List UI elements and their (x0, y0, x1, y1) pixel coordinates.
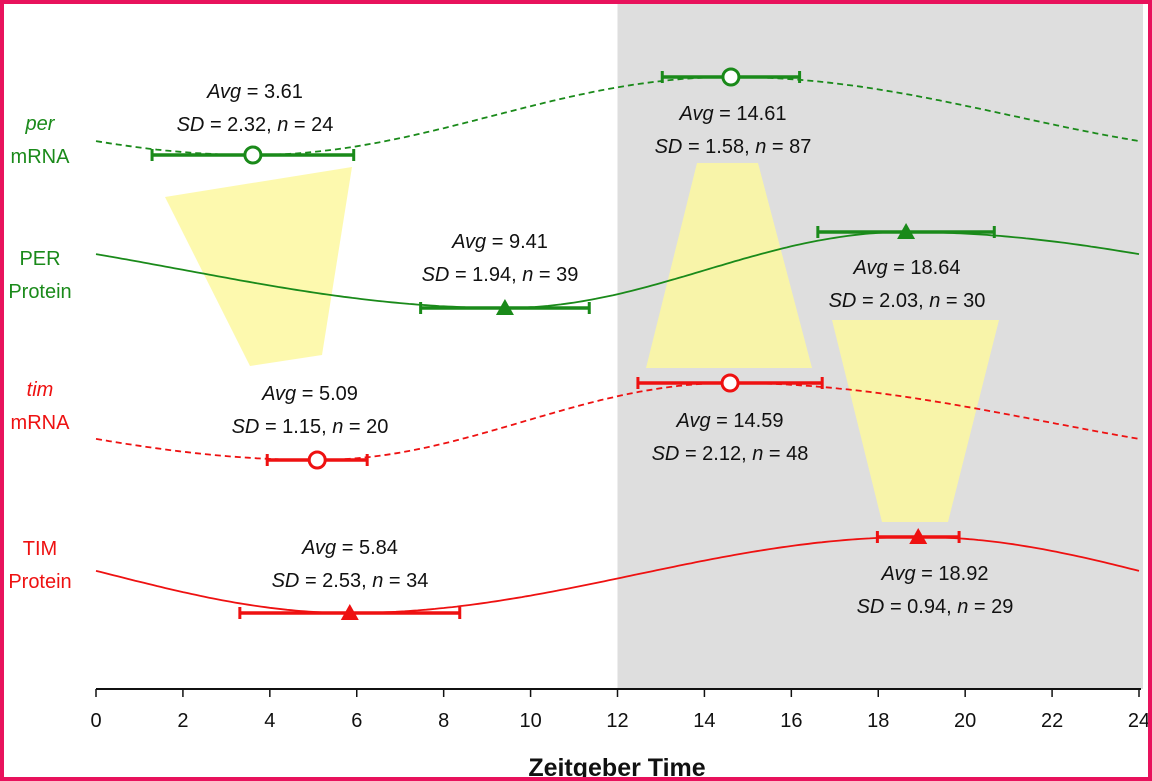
data-point-trough: Avg = 5.09 SD = 1.15, n = 20 (232, 383, 389, 470)
series-label-line2: mRNA (11, 412, 71, 434)
series-label-line1: TIM (23, 538, 57, 560)
sd-n-label: SD = 1.15, n = 20 (232, 416, 389, 438)
x-tick-label: 4 (264, 710, 275, 732)
x-tick-label: 2 (177, 710, 188, 732)
marker-open-circle (720, 373, 740, 393)
marker-filled-triangle (495, 299, 514, 315)
data-point-peak: Avg = 18.92 SD = 0.94, n = 29 (857, 528, 1014, 618)
avg-label: Avg = 14.61 (679, 103, 787, 125)
x-tick-label: 20 (954, 710, 976, 732)
marker-filled-triangle (340, 604, 359, 620)
data-point-peak: Avg = 14.59 SD = 2.12, n = 48 (636, 373, 824, 465)
avg-label: Avg = 3.61 (206, 81, 303, 103)
series-label-line2: Protein (8, 281, 71, 303)
x-tick-label: 14 (693, 710, 715, 732)
highlight-arrow-1 (165, 167, 352, 366)
sd-n-label: SD = 2.53, n = 34 (272, 570, 429, 592)
marker-open-circle (243, 145, 263, 165)
sd-n-label: SD = 2.03, n = 30 (829, 290, 986, 312)
avg-label: Avg = 18.92 (881, 563, 989, 585)
x-tick-label: 6 (351, 710, 362, 732)
highlight-arrow-2 (646, 163, 812, 368)
x-tick-label: 18 (867, 710, 889, 732)
marker-open-circle (307, 450, 327, 470)
x-tick-label: 22 (1041, 710, 1063, 732)
x-axis-title: Zeitgeber Time (528, 754, 705, 781)
sd-n-label: SD = 2.32, n = 24 (177, 114, 334, 136)
x-tick-label: 10 (519, 710, 541, 732)
series-label-line1: PER (19, 248, 60, 270)
series-label-line1: tim (27, 379, 54, 401)
avg-label: Avg = 18.64 (853, 257, 961, 279)
x-tick-label: 0 (90, 710, 101, 732)
sd-n-label: SD = 1.58, n = 87 (655, 136, 812, 158)
marker-filled-triangle (909, 528, 928, 544)
marker-filled-triangle (897, 223, 916, 239)
highlight-arrow-3 (832, 320, 999, 522)
data-point-peak: Avg = 14.61 SD = 1.58, n = 87 (655, 67, 812, 158)
x-tick-label: 24 (1128, 710, 1150, 732)
marker-open-circle (721, 67, 741, 87)
series-curve (95, 536, 1140, 614)
avg-label: Avg = 9.41 (451, 231, 548, 253)
x-tick-label: 16 (780, 710, 802, 732)
avg-label: Avg = 5.09 (261, 383, 358, 405)
series-label-line1: per (25, 113, 56, 135)
sd-n-label: SD = 2.12, n = 48 (652, 443, 809, 465)
avg-label: Avg = 5.84 (301, 537, 398, 559)
series-label-line2: Protein (8, 571, 71, 593)
x-tick-label: 12 (606, 710, 628, 732)
data-point-trough: Avg = 9.41 SD = 1.94, n = 39 (419, 231, 591, 315)
x-tick-label: 8 (438, 710, 449, 732)
data-point-trough: Avg = 3.61 SD = 2.32, n = 24 (150, 81, 356, 165)
data-point-peak: Avg = 18.64 SD = 2.03, n = 30 (816, 223, 996, 312)
avg-label: Avg = 14.59 (676, 410, 784, 432)
sd-n-label: SD = 1.94, n = 39 (422, 264, 579, 286)
sd-n-label: SD = 0.94, n = 29 (857, 596, 1014, 618)
series-label-line2: mRNA (11, 146, 71, 168)
data-point-trough: Avg = 5.84 SD = 2.53, n = 34 (238, 537, 462, 620)
